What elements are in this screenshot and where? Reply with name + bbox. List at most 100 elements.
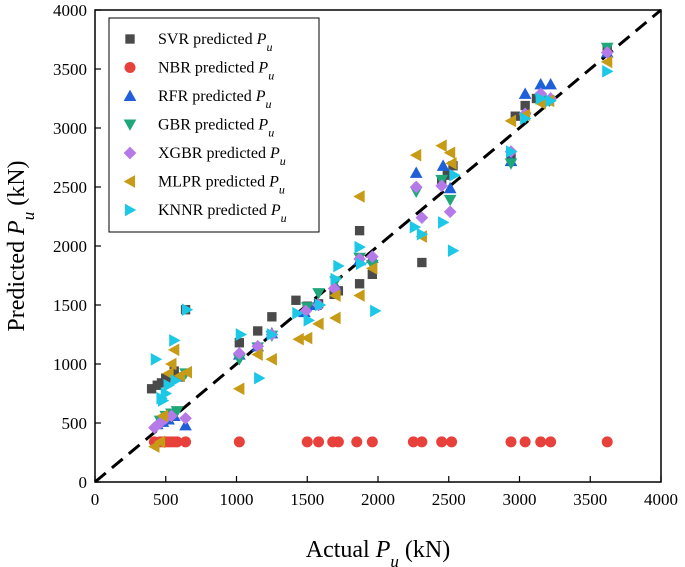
data-point <box>409 148 422 162</box>
legend-marker <box>123 119 137 131</box>
x-axis-title: Actual Pu (kN) <box>306 537 450 567</box>
legend-label: XGBR predicted Pu <box>158 145 286 168</box>
data-point <box>366 250 379 263</box>
data-point <box>233 347 246 360</box>
data-points <box>146 42 614 453</box>
data-point <box>153 435 166 449</box>
reference-line-layer <box>94 8 662 484</box>
data-point <box>179 419 192 431</box>
data-point <box>180 436 192 448</box>
data-point <box>367 269 378 279</box>
data-point <box>330 272 342 286</box>
x-tick-label: 4000 <box>644 490 678 509</box>
data-point <box>303 314 315 327</box>
y-tick-label: 500 <box>62 414 88 433</box>
x-tick-label: 2000 <box>361 490 395 509</box>
data-point <box>156 409 168 423</box>
y-tick-label: 2500 <box>53 178 87 197</box>
data-point <box>146 384 157 394</box>
x-tick-label: 2500 <box>432 490 466 509</box>
data-point <box>435 179 448 193</box>
data-point <box>366 262 378 275</box>
data-point <box>169 366 179 376</box>
data-point <box>545 94 557 108</box>
legend-marker <box>124 62 136 73</box>
data-point <box>266 328 279 341</box>
data-point <box>449 168 461 182</box>
y-tick-label: 2000 <box>53 237 87 256</box>
data-point <box>267 312 277 322</box>
y-tick-label: 3000 <box>53 119 87 138</box>
data-point <box>354 225 365 236</box>
x-tick-label: 0 <box>91 490 100 509</box>
data-point <box>170 374 182 387</box>
data-point <box>167 343 180 357</box>
data-point <box>415 211 429 225</box>
data-point <box>254 371 266 385</box>
data-point <box>233 382 245 396</box>
legend-label: NBR predicted Pu <box>158 60 274 83</box>
data-point <box>443 194 457 207</box>
data-point <box>179 411 192 425</box>
data-point <box>535 436 547 448</box>
data-point <box>329 289 341 302</box>
data-point <box>353 289 365 302</box>
data-point <box>407 436 419 448</box>
data-point <box>443 205 457 219</box>
data-point <box>351 436 363 448</box>
data-point <box>314 298 327 312</box>
data-point <box>438 216 450 229</box>
data-point <box>299 304 313 318</box>
legend: SVR predicted Pu NBR predicted Pu RFR pred… <box>108 17 320 233</box>
data-point <box>416 436 428 448</box>
data-point <box>253 326 263 336</box>
data-point <box>416 227 429 241</box>
y-tick-label: 1000 <box>53 355 87 374</box>
y-tick-label: 0 <box>79 473 88 492</box>
data-point <box>163 378 175 392</box>
data-point <box>251 348 263 361</box>
data-point <box>312 317 324 331</box>
y-tick-label: 1500 <box>53 296 87 315</box>
series-1 <box>148 436 613 448</box>
data-point <box>409 180 423 194</box>
legend-label: GBR predicted Pu <box>158 117 274 140</box>
data-point <box>165 409 178 423</box>
y-tick-label: 3500 <box>53 60 87 79</box>
legend-marker <box>124 203 137 217</box>
legend-box <box>108 17 320 233</box>
data-point <box>545 436 557 448</box>
data-point <box>436 159 450 171</box>
data-point <box>165 357 177 371</box>
data-point <box>171 436 183 448</box>
data-point <box>235 328 248 341</box>
data-point <box>601 436 613 448</box>
legend-label: MLPR predicted Pu <box>158 174 285 197</box>
data-point <box>354 240 366 254</box>
data-point <box>170 406 184 418</box>
data-point <box>519 436 531 448</box>
data-point <box>355 257 368 271</box>
data-point <box>445 157 457 170</box>
data-point <box>313 436 325 448</box>
data-point <box>534 78 548 90</box>
data-point <box>332 436 344 448</box>
data-point <box>181 303 194 317</box>
data-point <box>291 295 301 305</box>
x-tick-label: 500 <box>153 490 179 509</box>
data-point <box>233 354 246 366</box>
data-point <box>180 365 193 379</box>
data-point <box>292 332 304 346</box>
data-point <box>234 338 245 348</box>
data-point <box>602 65 614 78</box>
data-point <box>169 334 181 347</box>
data-point <box>504 158 518 170</box>
x-tick-label: 3000 <box>503 490 537 509</box>
data-point <box>446 436 458 448</box>
x-tick-label: 3500 <box>573 490 607 509</box>
data-point <box>535 92 548 105</box>
data-point <box>436 436 448 448</box>
data-point <box>301 436 313 448</box>
data-point <box>161 373 171 383</box>
reference-line <box>94 8 662 484</box>
